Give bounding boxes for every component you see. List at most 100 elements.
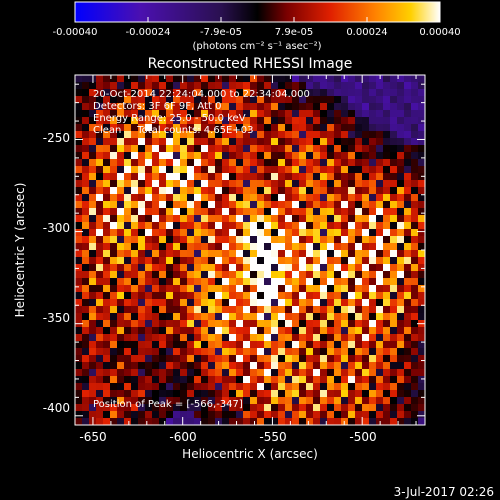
- heatmap-cell: [334, 89, 342, 97]
- heatmap-cell: [334, 404, 342, 412]
- heatmap-cell: [285, 348, 293, 356]
- heatmap-cell: [390, 187, 398, 195]
- heatmap-cell: [222, 362, 230, 370]
- heatmap-cell: [306, 75, 314, 83]
- heatmap-cell: [138, 285, 146, 293]
- heatmap-cell: [341, 341, 349, 349]
- heatmap-cell: [369, 313, 377, 321]
- heatmap-cell: [404, 180, 412, 188]
- heatmap-cell: [229, 390, 237, 398]
- heatmap-cell: [173, 271, 181, 279]
- heatmap-cell: [187, 250, 195, 258]
- heatmap-cell: [243, 243, 251, 251]
- heatmap-cell: [376, 383, 384, 391]
- heatmap-cell: [145, 250, 153, 258]
- heatmap-cell: [390, 369, 398, 377]
- heatmap-cell: [327, 313, 335, 321]
- heatmap-cell: [348, 313, 356, 321]
- heatmap-cell: [348, 103, 356, 111]
- heatmap-cell: [390, 166, 398, 174]
- heatmap-cell: [145, 271, 153, 279]
- heatmap-cell: [334, 285, 342, 293]
- heatmap-cell: [145, 369, 153, 377]
- heatmap-cell: [334, 348, 342, 356]
- heatmap-cell: [397, 82, 405, 90]
- heatmap-cell: [362, 159, 370, 167]
- heatmap-cell: [306, 355, 314, 363]
- heatmap-cell: [369, 383, 377, 391]
- heatmap-cell: [187, 264, 195, 272]
- heatmap-cell: [306, 236, 314, 244]
- heatmap-cell: [152, 320, 160, 328]
- heatmap-cell: [355, 404, 363, 412]
- heatmap-cell: [187, 320, 195, 328]
- heatmap-cell: [257, 131, 265, 139]
- heatmap-cell: [327, 264, 335, 272]
- heatmap-cell: [222, 355, 230, 363]
- heatmap-cell: [201, 250, 209, 258]
- heatmap-cell: [390, 334, 398, 342]
- heatmap-cell: [264, 110, 272, 118]
- heatmap-cell: [82, 96, 90, 104]
- heatmap-cell: [257, 292, 265, 300]
- heatmap-cell: [418, 418, 425, 425]
- heatmap-cell: [96, 173, 104, 181]
- heatmap-cell: [362, 320, 370, 328]
- heatmap-cell: [173, 369, 181, 377]
- heatmap-cell: [229, 278, 237, 286]
- heatmap-cell: [124, 117, 132, 125]
- heatmap-cell: [124, 131, 132, 139]
- heatmap-cell: [145, 285, 153, 293]
- heatmap-cell: [152, 313, 160, 321]
- heatmap-cell: [145, 215, 153, 223]
- heatmap-cell: [250, 187, 258, 195]
- heatmap-cell: [166, 397, 174, 405]
- heatmap-cell: [187, 166, 195, 174]
- heatmap-cell: [327, 124, 335, 132]
- heatmap-cell: [334, 257, 342, 265]
- heatmap-cell: [299, 320, 307, 328]
- heatmap-cell: [180, 313, 188, 321]
- heatmap-cell: [89, 173, 97, 181]
- heatmap-cell: [334, 187, 342, 195]
- heatmap-cell: [187, 152, 195, 160]
- heatmap-cell: [404, 103, 412, 111]
- heatmap-cell: [411, 411, 419, 419]
- heatmap-cell: [222, 278, 230, 286]
- heatmap-cell: [264, 271, 272, 279]
- heatmap-cell: [257, 96, 265, 104]
- heatmap-cell: [201, 82, 209, 90]
- heatmap-cell: [285, 222, 293, 230]
- heatmap-cell: [180, 278, 188, 286]
- heatmap-cell: [89, 103, 97, 111]
- heatmap-cell: [82, 404, 90, 412]
- heatmap-cell: [124, 82, 132, 90]
- heatmap-cell: [411, 215, 419, 223]
- heatmap-cell: [341, 131, 349, 139]
- heatmap-cell: [138, 299, 146, 307]
- heatmap-cell: [369, 271, 377, 279]
- heatmap-cell: [229, 96, 237, 104]
- heatmap-cell: [271, 222, 279, 230]
- heatmap-cell: [145, 75, 153, 83]
- heatmap-cell: [75, 348, 83, 356]
- heatmap-cell: [103, 75, 111, 83]
- heatmap-cell: [117, 369, 125, 377]
- heatmap-cell: [117, 208, 125, 216]
- heatmap-cell: [292, 313, 300, 321]
- heatmap-cell: [257, 75, 265, 83]
- heatmap-cell: [285, 194, 293, 202]
- heatmap-cell: [222, 376, 230, 384]
- heatmap-cell: [257, 82, 265, 90]
- heatmap-cell: [194, 404, 202, 412]
- heatmap-cell: [222, 292, 230, 300]
- heatmap-cell: [201, 96, 209, 104]
- heatmap-cell: [383, 152, 391, 160]
- heatmap-cell: [383, 376, 391, 384]
- heatmap-cell: [334, 138, 342, 146]
- heatmap-cell: [166, 271, 174, 279]
- heatmap-cell: [222, 222, 230, 230]
- heatmap-cell: [82, 229, 90, 237]
- heatmap-cell: [117, 250, 125, 258]
- heatmap-cell: [243, 166, 251, 174]
